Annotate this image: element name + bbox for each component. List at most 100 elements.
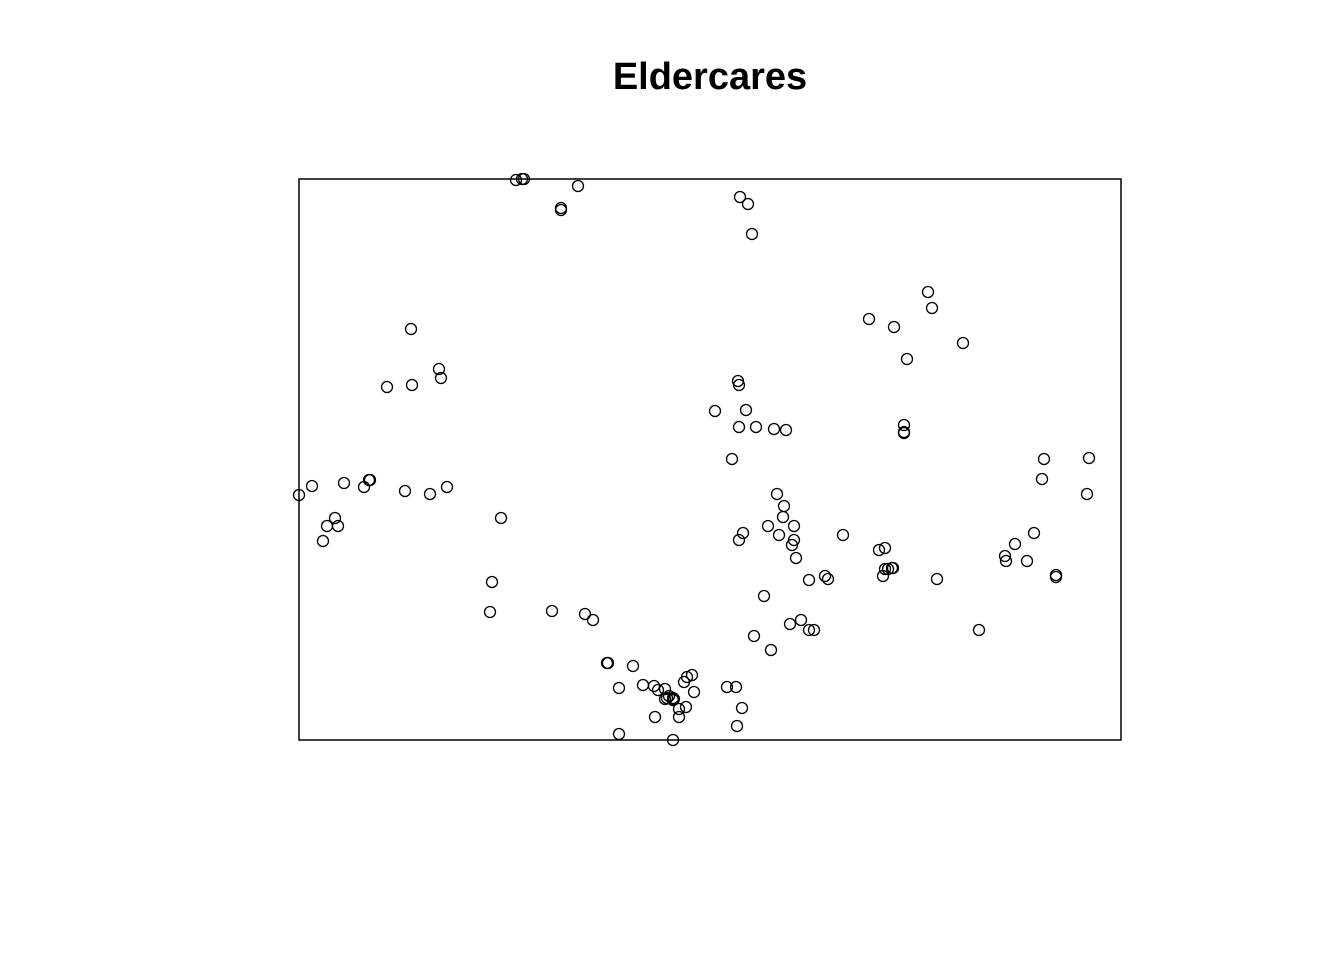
data-point-5 (554, 203, 568, 217)
data-point-114 (687, 685, 701, 699)
data-point-28 (485, 575, 499, 589)
data-point-29 (483, 605, 497, 619)
data-point-62 (836, 528, 850, 542)
data-point-44 (732, 378, 746, 392)
data-point-24 (328, 511, 342, 525)
data-point-70 (930, 572, 944, 586)
data-point-38 (956, 336, 970, 350)
data-point-82 (1035, 472, 1049, 486)
data-point-46 (732, 420, 746, 434)
data-point-51 (770, 487, 784, 501)
data-point-71 (821, 572, 835, 586)
data-point-95 (626, 659, 640, 673)
data-point-8 (745, 227, 759, 241)
data-point-20 (398, 484, 412, 498)
data-point-26 (316, 534, 330, 548)
data-point-89 (1020, 554, 1034, 568)
data-point-76 (794, 613, 808, 627)
scatter-points (292, 172, 1096, 747)
data-point-119 (612, 727, 626, 741)
data-point-105 (667, 692, 681, 706)
data-point-42 (708, 404, 722, 418)
data-point-80 (807, 623, 821, 637)
data-point-106 (666, 691, 680, 705)
data-point-11 (405, 378, 419, 392)
data-point-27 (494, 511, 508, 525)
data-point-113 (685, 668, 699, 682)
data-point-22 (440, 480, 454, 494)
data-point-31 (578, 607, 592, 621)
data-point-61 (789, 551, 803, 565)
data-point-67 (876, 569, 890, 583)
data-point-36 (925, 301, 939, 315)
data-point-72 (818, 569, 832, 583)
data-point-21 (423, 487, 437, 501)
data-point-25 (331, 519, 345, 533)
data-point-69 (885, 561, 899, 575)
data-point-49 (779, 423, 793, 437)
chart-title: Eldercares (612, 56, 808, 98)
data-point-98 (647, 679, 661, 693)
data-point-99 (651, 683, 665, 697)
data-point-41 (897, 425, 911, 439)
data-point-6 (733, 190, 747, 204)
data-point-94 (601, 656, 615, 670)
data-point-58 (732, 533, 746, 547)
data-point-32 (586, 613, 600, 627)
data-point-88 (998, 549, 1012, 563)
plot-frame (298, 178, 1122, 741)
data-point-68 (878, 562, 892, 576)
data-point-54 (761, 519, 775, 533)
data-point-79 (802, 623, 816, 637)
data-point-64 (878, 541, 892, 555)
data-point-15 (305, 479, 319, 493)
data-point-74 (757, 589, 771, 603)
data-point-35 (921, 285, 935, 299)
data-point-12 (432, 362, 446, 376)
data-point-53 (776, 510, 790, 524)
data-point-107 (672, 702, 686, 716)
data-point-7 (741, 197, 755, 211)
data-point-14 (292, 488, 306, 502)
data-point-78 (764, 643, 778, 657)
data-point-102 (660, 691, 674, 705)
data-point-84 (1080, 487, 1094, 501)
data-point-108 (679, 700, 693, 714)
data-point-109 (672, 710, 686, 724)
data-point-73 (802, 573, 816, 587)
data-point-115 (720, 680, 734, 694)
data-point-16 (337, 476, 351, 490)
data-point-97 (636, 678, 650, 692)
data-point-57 (736, 526, 750, 540)
data-point-96 (612, 681, 626, 695)
data-point-47 (749, 420, 763, 434)
data-point-45 (739, 403, 753, 417)
data-point-39 (897, 418, 911, 432)
data-point-77 (747, 629, 761, 643)
data-point-52 (777, 499, 791, 513)
data-point-81 (1037, 452, 1051, 466)
data-point-30 (545, 604, 559, 618)
data-point-110 (648, 710, 662, 724)
data-point-50 (725, 452, 739, 466)
data-point-3 (571, 179, 585, 193)
data-point-55 (772, 528, 786, 542)
data-point-19 (363, 473, 377, 487)
data-point-75 (783, 617, 797, 631)
data-point-48 (767, 422, 781, 436)
data-point-120 (666, 733, 680, 747)
data-point-116 (729, 680, 743, 694)
data-point-100 (658, 682, 672, 696)
data-point-93 (600, 656, 614, 670)
data-point-83 (1082, 451, 1096, 465)
data-point-34 (887, 320, 901, 334)
data-point-92 (972, 623, 986, 637)
data-point-2 (517, 172, 531, 186)
data-point-63 (872, 543, 886, 557)
data-point-86 (1008, 537, 1022, 551)
data-point-13 (434, 371, 448, 385)
data-point-117 (735, 701, 749, 715)
data-point-56 (787, 519, 801, 533)
data-point-60 (785, 538, 799, 552)
